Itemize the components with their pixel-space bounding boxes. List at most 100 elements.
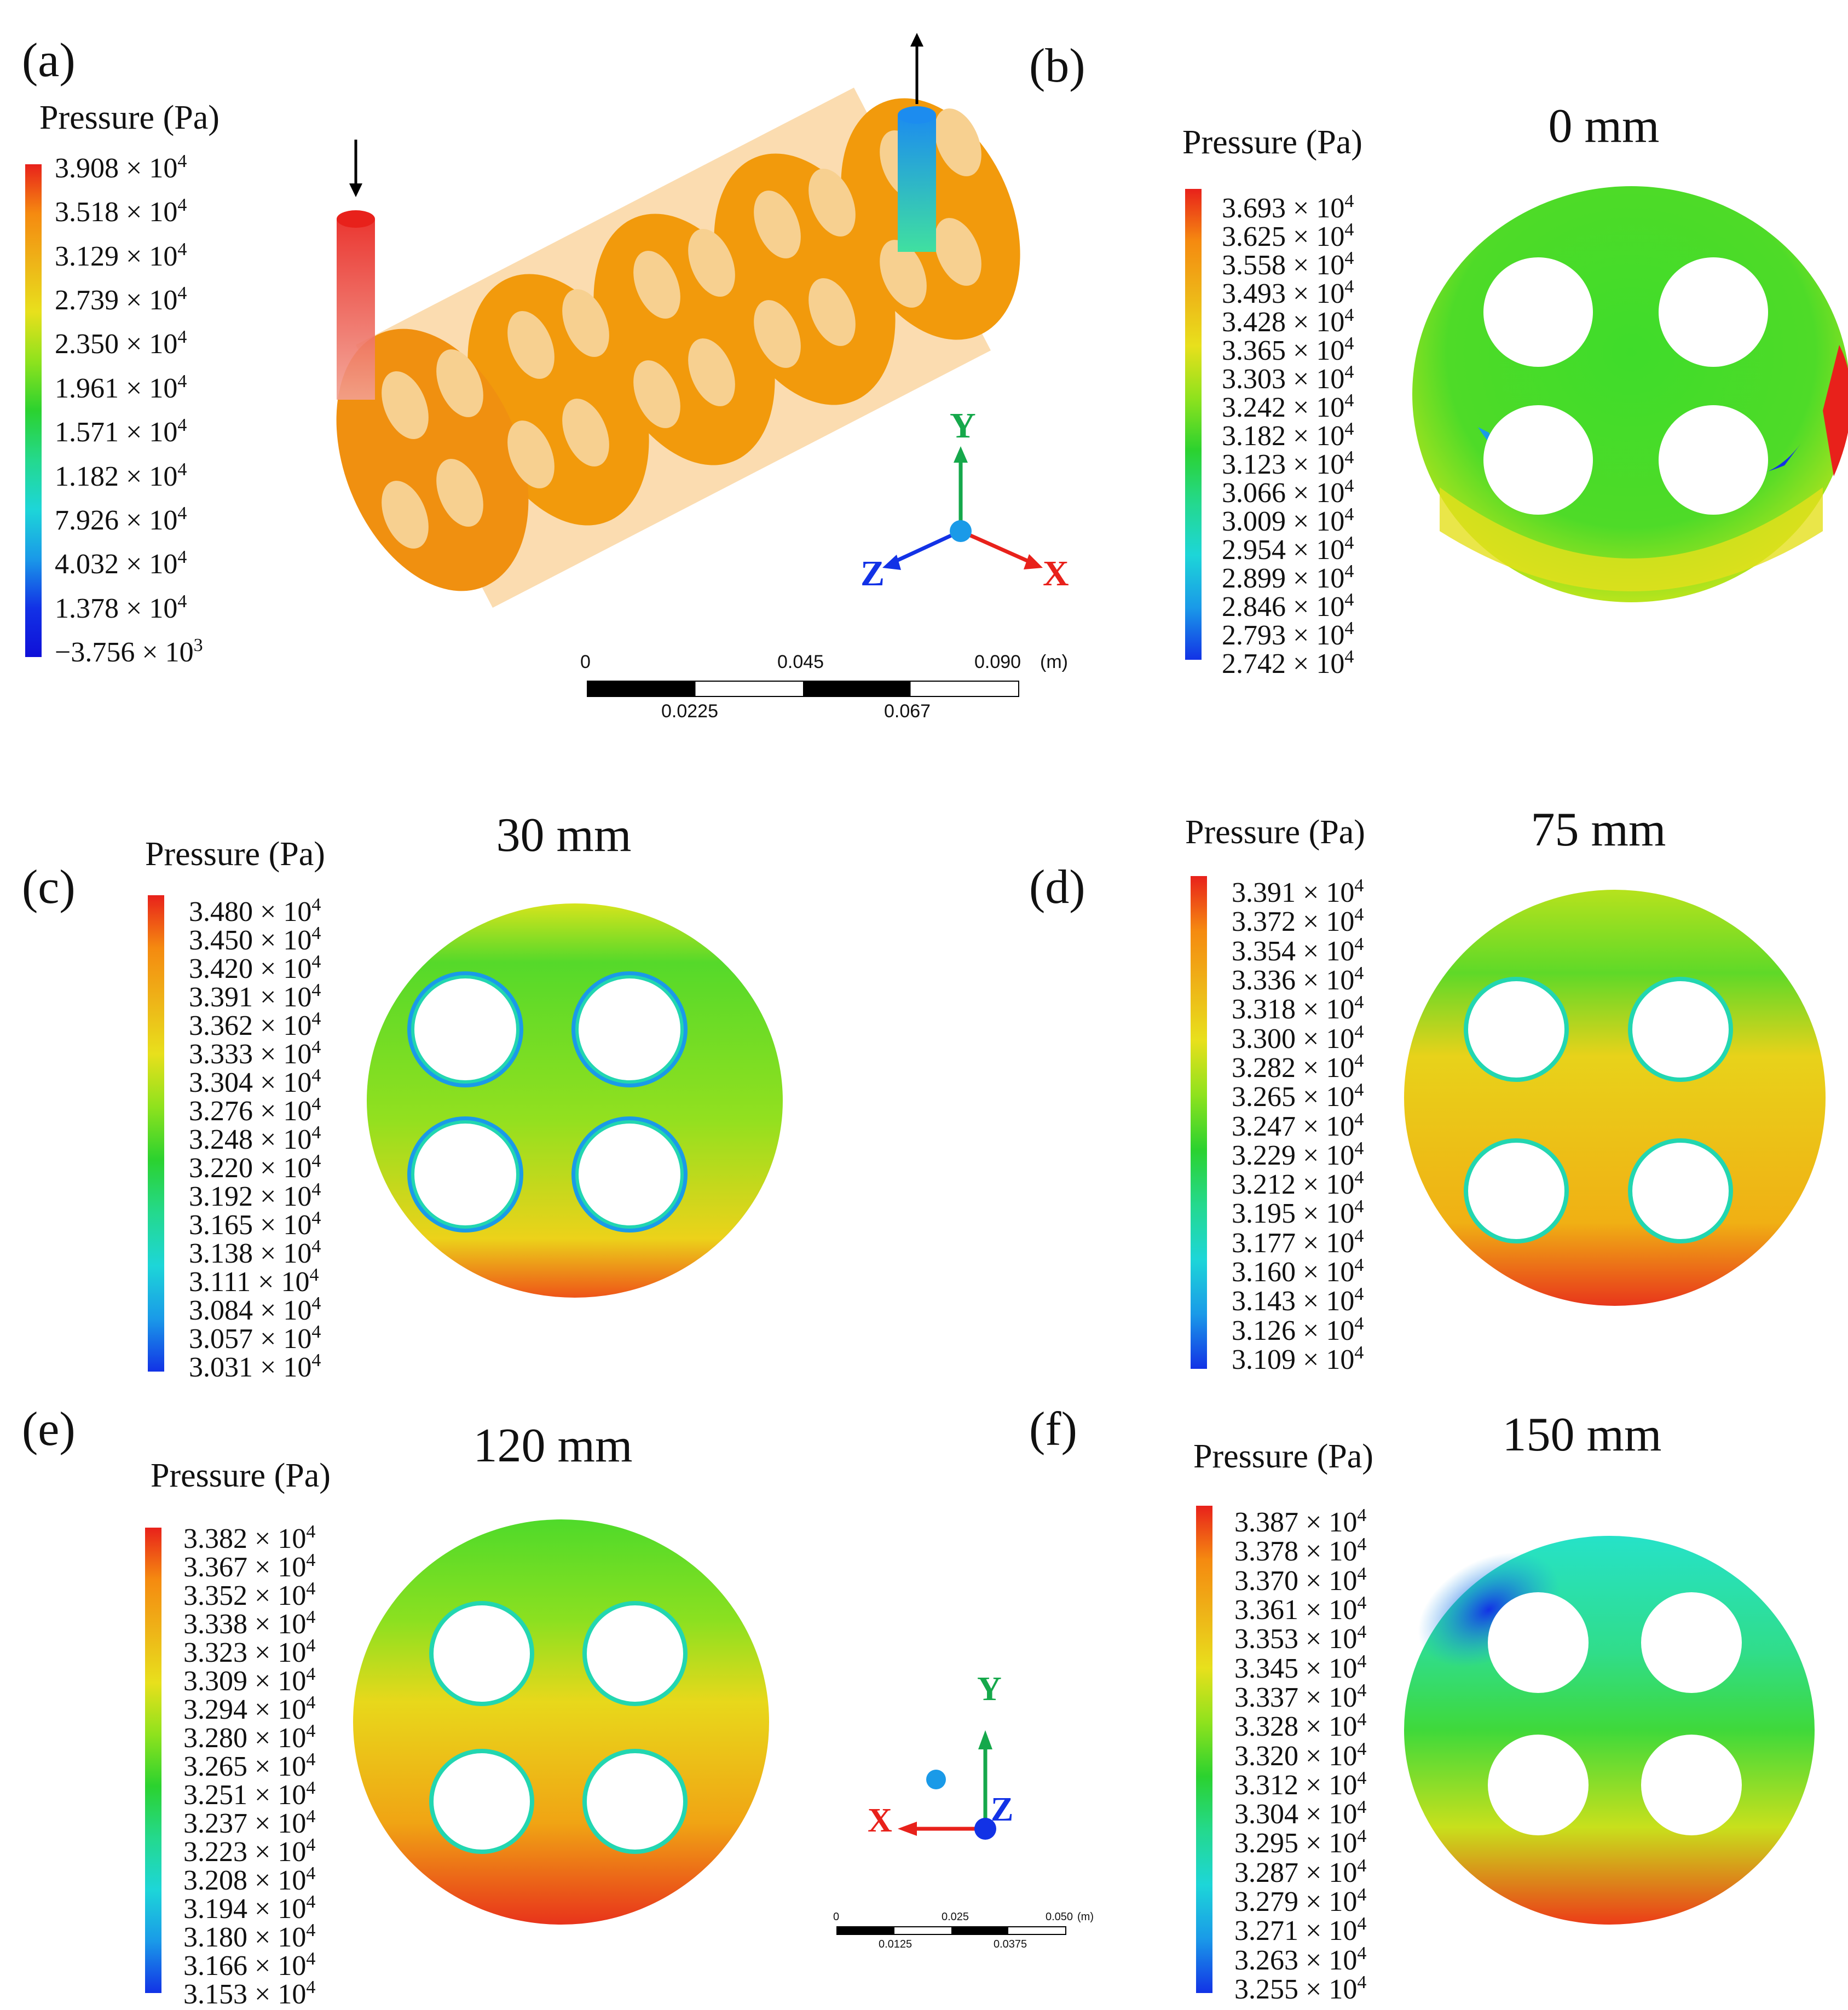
colorbar-ticks: 3.391 × 104 3.372 × 104 3.354 × 104 3.336 ×… [1232, 877, 1364, 1374]
y-axis-label: Y [977, 1671, 1002, 1708]
colorbar-tick-label: 3.361 × 104 [1234, 1592, 1367, 1626]
panel-label: (e) [22, 1403, 76, 1456]
colorbar-tick-label: 3.354 × 104 [1232, 934, 1364, 967]
colorbar-tick-label: 3.271 × 104 [1234, 1914, 1367, 1947]
colorbar-tick-label: 3.180 × 104 [183, 1920, 316, 1953]
scale-tick: 0.025 [942, 1911, 969, 1923]
colorbar-tick-label: 3.248 × 104 [189, 1122, 321, 1155]
pressure-contour-150mm [1404, 1536, 1815, 1925]
colorbar-tick-label: 3.382 × 104 [183, 1522, 316, 1554]
colorbar-tick-label: 3.338 × 104 [183, 1607, 316, 1640]
colorbar-tick-label: 3.428 × 104 [1222, 305, 1354, 338]
pressure-contour-30mm [367, 903, 783, 1298]
colorbar-tick-label: 3.126 × 104 [1232, 1313, 1364, 1346]
colorbar-ticks: 3.382 × 104 3.367 × 104 3.352 × 104 3.338 ×… [183, 1522, 316, 2009]
colorbar-ticks: 3.480 × 104 3.450 × 104 3.420 × 104 3.391 ×… [189, 895, 321, 1382]
colorbar [1191, 876, 1207, 1369]
colorbar-tick-label: 7.926 × 104 [55, 503, 187, 536]
colorbar-tick-label: 3.138 × 104 [189, 1236, 321, 1269]
colorbar-tick-label: 2.793 × 104 [1222, 618, 1354, 651]
legend-title: Pressure (Pa) [1185, 814, 1365, 851]
colorbar-tick-label: 3.265 × 104 [183, 1749, 316, 1782]
colorbar-tick-label: 3.242 × 104 [1222, 390, 1354, 423]
colorbar-tick-label: 3.276 × 104 [189, 1094, 321, 1127]
colorbar-tick-label: 3.220 × 104 [189, 1151, 321, 1184]
colorbar-tick-label: 3.320 × 104 [1234, 1738, 1367, 1772]
panel-label: (a) [22, 34, 76, 87]
colorbar-tick-label: 3.166 × 104 [183, 1949, 316, 1982]
colorbar-tick-label: 3.518 × 104 [55, 195, 187, 228]
colorbar-tick-label: 3.223 × 104 [183, 1835, 316, 1868]
colorbar-tick-label: 3.378 × 104 [1234, 1534, 1367, 1568]
scale-tick: 0.090 [974, 652, 1021, 672]
colorbar-tick-label: 2.899 × 104 [1222, 561, 1354, 594]
colorbar-tick-label: 3.208 × 104 [183, 1863, 316, 1896]
scale-tick: 0.0375 [994, 1938, 1027, 1950]
colorbar-tick-label: 2.846 × 104 [1222, 590, 1354, 623]
colorbar-tick-label: 3.908 × 104 [55, 151, 187, 184]
colorbar-tick-label: 3.304 × 104 [189, 1066, 321, 1098]
colorbar-tick-label: 3.195 × 104 [1232, 1196, 1364, 1230]
colorbar-tick-label: 3.352 × 104 [183, 1579, 316, 1611]
colorbar-tick-label: 3.353 × 104 [1234, 1622, 1367, 1655]
outlet-pipe [898, 106, 936, 252]
z-axis-label: Z [991, 1791, 1014, 1828]
colorbar-tick-label: 3.247 × 104 [1232, 1109, 1364, 1142]
colorbar-tick-label: 3.367 × 104 [183, 1550, 316, 1583]
colorbar-tick-label: 3.265 × 104 [1232, 1080, 1364, 1113]
panel-title: 75 mm [1531, 803, 1666, 856]
colorbar-tick-label: 3.303 × 104 [1222, 362, 1354, 395]
pressure-contour-120mm [353, 1519, 769, 1925]
colorbar-tick-label: 3.129 × 104 [55, 239, 187, 272]
heat-exchanger-3d-view [336, 33, 1020, 608]
colorbar-tick-label: −3.756 × 103 [55, 635, 203, 668]
colorbar-ticks: 3.387 × 104 3.378 × 104 3.370 × 104 3.361 ×… [1234, 1505, 1367, 2005]
scale-tick: 0.050 [1046, 1911, 1073, 1923]
colorbar-tick-label: 1.571 × 104 [55, 415, 187, 448]
panel-label: (b) [1029, 39, 1085, 93]
colorbar [145, 1528, 161, 1993]
colorbar-tick-label: 2.739 × 104 [55, 283, 187, 316]
colorbar-tick-label: 3.312 × 104 [1234, 1767, 1367, 1801]
axis-triad [882, 446, 1043, 570]
colorbar-tick-label: 3.387 × 104 [1234, 1505, 1367, 1538]
colorbar-tick-label: 3.328 × 104 [1234, 1709, 1367, 1743]
panel-title: 0 mm [1548, 100, 1660, 153]
pressure-contour-75mm [1404, 890, 1826, 1306]
panel-label: (f) [1029, 1403, 1077, 1456]
legend-title: Pressure (Pa) [1182, 124, 1362, 161]
colorbar-tick-label: 2.742 × 104 [1222, 647, 1354, 679]
colorbar-tick-label: 3.480 × 104 [189, 895, 321, 928]
z-axis-label: Z [861, 554, 885, 594]
x-axis-label: X [1043, 554, 1069, 594]
scale-unit: (m) [1040, 652, 1068, 672]
colorbar-tick-label: 1.378 × 104 [55, 591, 187, 624]
colorbar-ticks: 3.693 × 104 3.625 × 104 3.558 × 104 3.493 ×… [1222, 192, 1354, 678]
legend-title: Pressure (Pa) [1193, 1438, 1373, 1475]
colorbar-tick-label: 3.309 × 104 [183, 1664, 316, 1697]
colorbar-tick-label: 3.160 × 104 [1232, 1255, 1364, 1288]
colorbar-tick-label: 3.123 × 104 [1222, 447, 1354, 480]
colorbar-tick-label: 3.177 × 104 [1232, 1225, 1364, 1259]
colorbar-tick-label: 1.961 × 104 [55, 371, 187, 404]
scale-tick: 0 [833, 1911, 840, 1923]
colorbar-tick-label: 3.143 × 104 [1232, 1284, 1364, 1317]
colorbar-tick-label: 3.194 × 104 [183, 1892, 316, 1925]
colorbar-tick-label: 3.336 × 104 [1232, 963, 1364, 996]
colorbar-tick-label: 3.300 × 104 [1232, 1021, 1364, 1055]
scale-tick: 0.045 [777, 652, 824, 672]
colorbar-tick-label: 3.493 × 104 [1222, 277, 1354, 309]
colorbar-tick-label: 3.153 × 104 [183, 1977, 316, 2010]
colorbar-tick-label: 3.009 × 104 [1222, 504, 1354, 537]
panel-title: 150 mm [1502, 1408, 1662, 1461]
flow-arrows [349, 33, 923, 197]
legend-title: Pressure (Pa) [145, 836, 325, 873]
colorbar-tick-label: 3.165 × 104 [189, 1208, 321, 1241]
colorbar-tick-label: 3.255 × 104 [1234, 1972, 1367, 2005]
colorbar-tick-label: 3.337 × 104 [1234, 1680, 1367, 1713]
colorbar [148, 895, 164, 1372]
panel-title: 120 mm [473, 1419, 633, 1472]
scale-tick: 0 [580, 652, 591, 672]
colorbar-tick-label: 3.362 × 104 [189, 1009, 321, 1041]
scale-tick: 0.067 [884, 701, 931, 722]
